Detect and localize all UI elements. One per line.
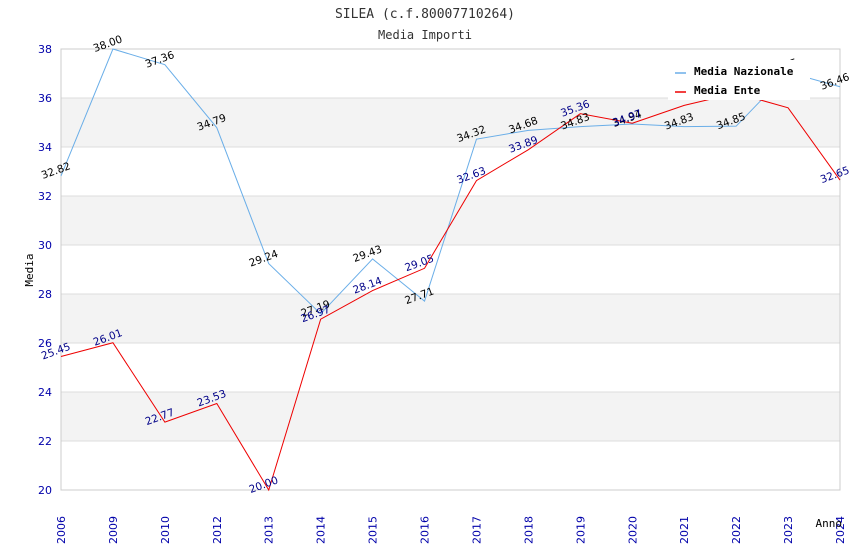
y-tick-label-26: 26 [38,337,52,350]
y-axis-label: Media [23,253,36,286]
chart-subtitle: Media Importi [378,28,472,42]
y-tick-label-36: 36 [38,92,52,105]
gridlines [61,48,840,491]
plot-area-border [60,48,841,491]
x-tick-label-2010: 2010 [159,516,172,544]
y-tick-label-38: 38 [38,43,52,56]
data-label-s0-2024: 36.46 [819,71,850,93]
x-tick-label-2013: 2013 [263,516,276,544]
x-tick-label-2017: 2017 [470,516,483,544]
x-tick-label-2009: 2009 [107,516,120,544]
x-tick-label-2016: 2016 [419,516,432,544]
y-tick-label-30: 30 [38,239,52,252]
band-1 [61,392,840,441]
data-label-s1-2016: 29.05 [403,253,435,275]
x-tick-label-2012: 2012 [211,516,224,544]
data-label-s1-2024: 32.65 [819,164,850,186]
x-tick-label-2015: 2015 [367,516,380,544]
data-label-s0-2015: 29.43 [351,243,383,265]
legend-background [668,60,810,100]
legend-label-ente: Media Ente [694,84,761,97]
y-tick-label-32: 32 [38,190,52,203]
y-axis-ticks: 20 22 24 26 28 30 32 34 36 38 [38,43,52,497]
x-tick-label-2014: 2014 [315,516,328,544]
y-tick-label-20: 20 [38,484,52,497]
x-tick-label-2020: 2020 [626,516,639,544]
background-bands [61,98,840,441]
y-tick-label-34: 34 [38,141,52,154]
x-tick-label-2018: 2018 [522,516,535,544]
y-tick-label-22: 22 [38,435,52,448]
x-tick-label-2021: 2021 [678,516,691,544]
data-label-s1-2013: 20.00 [248,474,280,496]
data-label-s0-2009: 38.00 [92,33,124,55]
chart-title: SILEA (c.f.80007710264) [335,7,515,22]
data-label-s0-2006: 32.82 [40,160,72,182]
y-tick-label-24: 24 [38,386,52,399]
data-label-s0-2010: 37.36 [144,49,177,71]
x-tick-label-2023: 2023 [782,516,795,544]
x-tick-label-2022: 2022 [730,516,743,544]
x-tick-label-2019: 2019 [574,516,587,544]
data-label-s1-2017: 32.63 [455,165,487,187]
x-tick-label-2024: 2024 [834,516,847,544]
x-axis-ticks: 2006 2009 2010 2012 2013 2014 2015 2016 2017 2018… [55,516,847,544]
legend-label-nazionale: Media Nazionale [694,65,794,78]
series-line-0 [60,48,841,315]
legend: Media Nazionale Media Ente [668,60,810,100]
x-tick-label-2006: 2006 [55,516,68,544]
x-axis-label: Anno [816,517,843,530]
y-tick-label-28: 28 [38,288,52,301]
band-7 [61,98,840,147]
band-3 [61,294,840,343]
